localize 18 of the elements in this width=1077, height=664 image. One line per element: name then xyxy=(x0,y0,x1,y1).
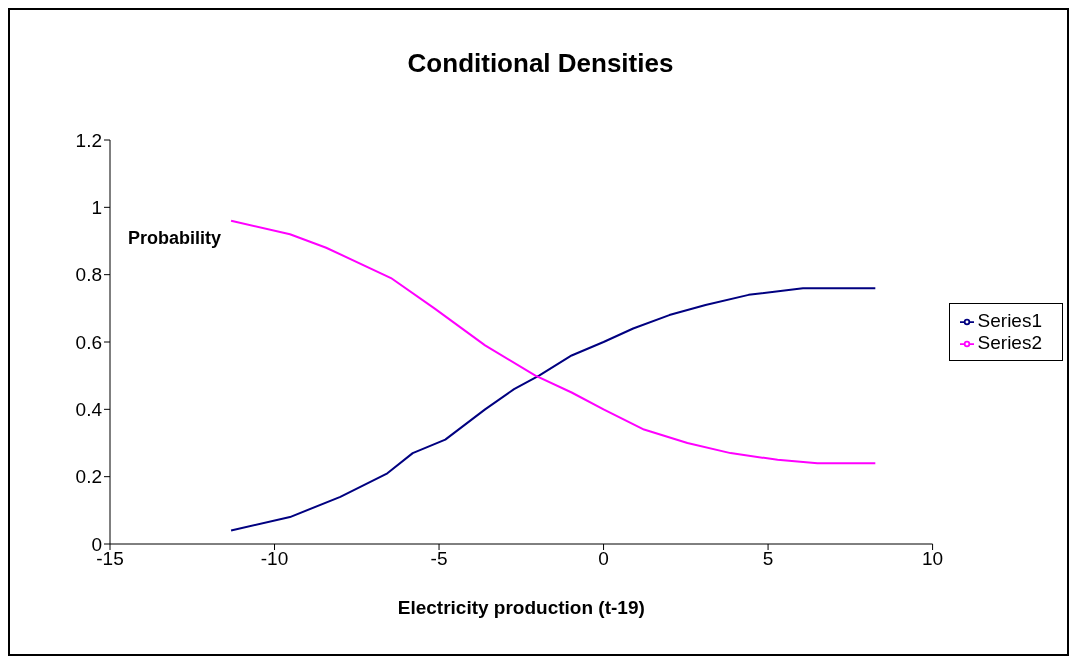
y-tick-label: 0.2 xyxy=(75,466,102,488)
y-tick-label: 0.8 xyxy=(75,264,102,286)
y-tick-label: 1 xyxy=(91,197,102,219)
x-axis-title: Electricity production (t-19) xyxy=(397,597,645,618)
x-tick-label: 0 xyxy=(598,548,609,570)
line-series xyxy=(230,219,877,465)
x-tick-label: -10 xyxy=(260,548,289,570)
y-tick-label: 0.4 xyxy=(75,399,103,421)
x-tick-label: -5 xyxy=(430,548,448,570)
y-tick-label: 1.2 xyxy=(75,129,102,151)
chart-title: Conditional Densities xyxy=(406,48,675,79)
y-axis-title: Probability xyxy=(128,228,222,249)
x-tick-label: 5 xyxy=(762,548,774,570)
line-series xyxy=(230,287,877,532)
legend-label: Series1 xyxy=(977,310,1042,331)
legend-label: Series2 xyxy=(977,332,1042,353)
y-tick-label: 0.6 xyxy=(75,331,102,353)
x-tick-label: 10 xyxy=(922,548,944,570)
